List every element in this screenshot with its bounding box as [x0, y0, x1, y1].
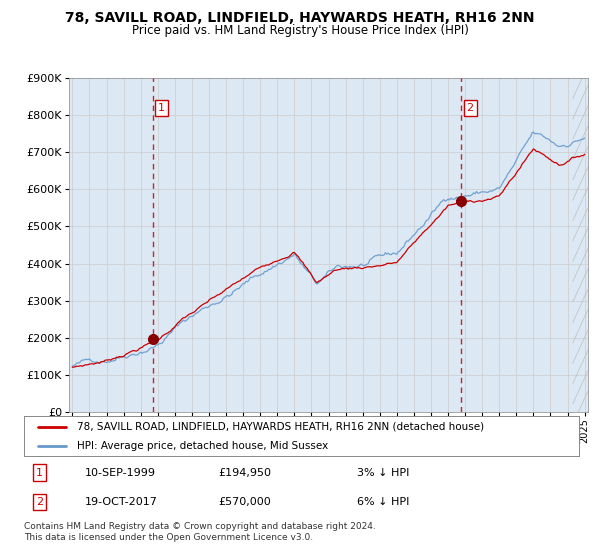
- Text: £570,000: £570,000: [218, 497, 271, 507]
- Text: 3% ↓ HPI: 3% ↓ HPI: [357, 468, 409, 478]
- Text: 2: 2: [467, 103, 474, 113]
- Text: Contains HM Land Registry data © Crown copyright and database right 2024.: Contains HM Land Registry data © Crown c…: [24, 522, 376, 531]
- Text: HPI: Average price, detached house, Mid Sussex: HPI: Average price, detached house, Mid …: [77, 441, 328, 450]
- Text: 2: 2: [36, 497, 43, 507]
- Text: 10-SEP-1999: 10-SEP-1999: [85, 468, 156, 478]
- Text: Price paid vs. HM Land Registry's House Price Index (HPI): Price paid vs. HM Land Registry's House …: [131, 24, 469, 36]
- Text: 6% ↓ HPI: 6% ↓ HPI: [357, 497, 409, 507]
- Text: 1: 1: [158, 103, 165, 113]
- Text: 1: 1: [36, 468, 43, 478]
- Text: 78, SAVILL ROAD, LINDFIELD, HAYWARDS HEATH, RH16 2NN: 78, SAVILL ROAD, LINDFIELD, HAYWARDS HEA…: [65, 11, 535, 25]
- Text: 19-OCT-2017: 19-OCT-2017: [85, 497, 158, 507]
- Text: £194,950: £194,950: [218, 468, 271, 478]
- Text: 78, SAVILL ROAD, LINDFIELD, HAYWARDS HEATH, RH16 2NN (detached house): 78, SAVILL ROAD, LINDFIELD, HAYWARDS HEA…: [77, 422, 484, 432]
- Text: This data is licensed under the Open Government Licence v3.0.: This data is licensed under the Open Gov…: [24, 533, 313, 542]
